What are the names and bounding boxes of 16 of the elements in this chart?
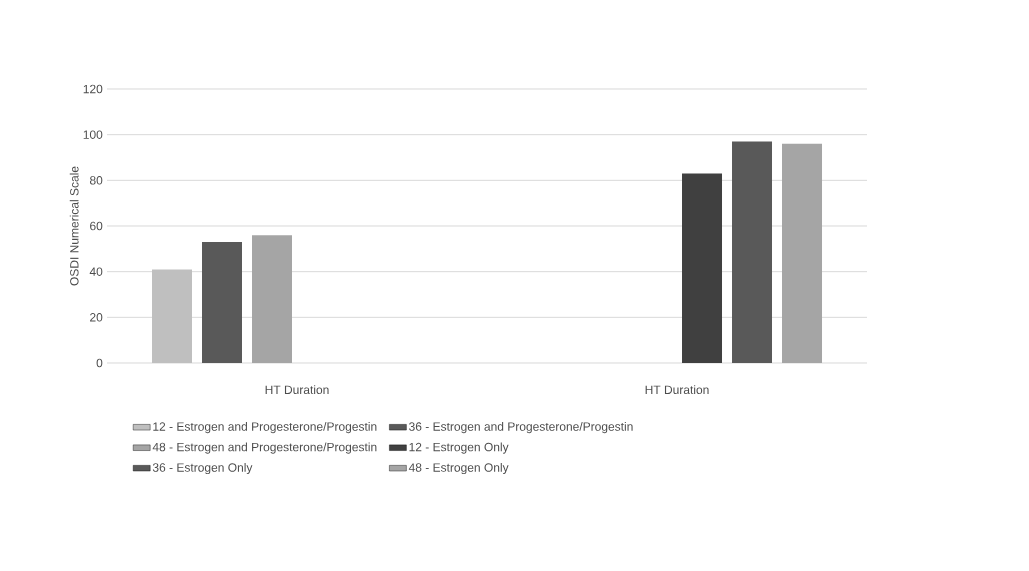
y-tick-label: 100 [83,130,103,139]
x-tick-label: HT Duration [645,385,709,395]
legend-label: 12 - Estrogen Only [409,442,509,454]
legend-label: 48 - Estrogen Only [408,462,509,475]
y-axis-title: OSDI Numerical Scale [69,166,79,286]
legend-label: 12 - Estrogen and Progesterone/Progestin [153,421,377,434]
y-tick-label: 120 [83,84,103,94]
y-tick-label: 40 [89,267,103,276]
y-tick-label: 80 [89,176,103,185]
y-tick-label: 20 [90,313,103,322]
legend-label: 48 - Estrogen and Progesterone/Progestin [152,442,377,454]
y-tick-label: 60 [90,221,103,231]
y-tick-label: 0 [96,358,103,368]
x-tick-label: HT Duration [265,385,329,395]
legend-label: 36 - Estrogen Only [152,462,253,475]
legend-label: 36 - Estrogen and Progesterone/Progestin [409,421,633,434]
